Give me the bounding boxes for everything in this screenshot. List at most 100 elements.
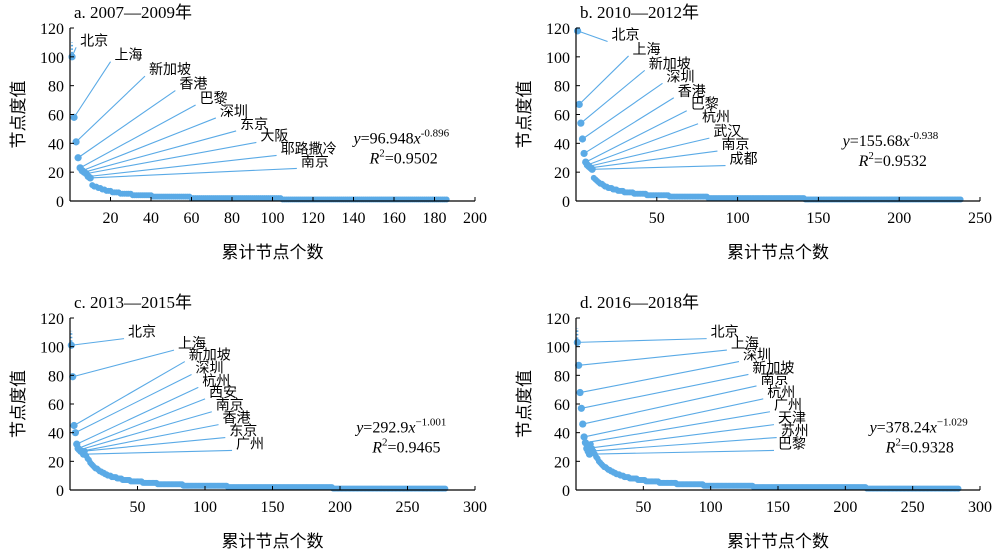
x-tick-label: 250 (396, 499, 420, 516)
city-label: 北京 (612, 28, 640, 44)
label-leader-line (84, 130, 237, 173)
label-leader-line (73, 361, 186, 426)
x-tick-label: 200 (328, 499, 352, 516)
city-label: 北京 (80, 33, 108, 49)
x-tick-label: 250 (901, 499, 925, 516)
x-tick-label: 160 (382, 210, 406, 227)
y-tick-label: 40 (48, 136, 64, 153)
label-leader-line (80, 424, 219, 452)
y-tick-label: 20 (48, 165, 64, 182)
fit-equation: y=155.68x-0.938 (841, 130, 939, 150)
city-label: 深圳 (666, 69, 694, 85)
city-label: 新加坡 (149, 62, 191, 78)
x-axis-label: 累计节点个数 (222, 532, 324, 551)
fit-r2: R2=0.9465 (371, 437, 440, 457)
x-tick-label: 200 (887, 210, 911, 227)
label-leader-line (71, 338, 125, 346)
y-tick-label: 0 (562, 483, 570, 500)
x-tick-label: 120 (301, 210, 325, 227)
label-leader-line (577, 30, 608, 43)
city-label: 深圳 (196, 360, 224, 376)
city-label: 南京 (721, 137, 749, 153)
x-tick-label: 20 (103, 210, 119, 227)
y-axis-label: 节点度值 (515, 81, 535, 149)
city-label: 南京 (216, 398, 244, 414)
city-label: 上海 (633, 42, 661, 58)
y-tick-label: 60 (554, 397, 570, 414)
label-leader-line (578, 55, 629, 105)
label-leader-line (72, 349, 175, 378)
label-leader-line (82, 436, 226, 452)
label-leader-line (585, 110, 687, 163)
y-tick-label: 100 (40, 50, 64, 67)
fit-equation: y=96.948x-0.896 (352, 127, 450, 147)
city-label: 杭州 (767, 385, 795, 401)
label-leader-line (81, 117, 217, 172)
data-point (580, 433, 588, 441)
fit-r2: R2=0.9502 (369, 147, 438, 167)
x-tick-label: 200 (833, 499, 857, 516)
city-label: 上海 (115, 48, 143, 64)
label-leader-line (587, 123, 699, 166)
city-label: 巴黎 (691, 97, 719, 113)
data-point (581, 439, 590, 447)
y-tick-label: 80 (554, 368, 570, 385)
y-tick-label: 60 (48, 397, 64, 414)
label-leader-line (590, 150, 718, 169)
y-tick-label: 100 (40, 340, 64, 357)
city-label: 香港 (223, 411, 251, 427)
y-tick-label: 20 (48, 454, 64, 471)
chart-title: a. 2007—2009年 (74, 3, 192, 22)
city-label: 南京 (301, 154, 329, 170)
city-label: 东京 (229, 424, 257, 440)
city-label: 深圳 (743, 348, 771, 364)
label-leader-line (90, 167, 297, 179)
y-tick-label: 120 (40, 21, 64, 38)
city-label: 北京 (711, 325, 739, 341)
x-tick-label: 100 (193, 499, 217, 516)
y-tick-label: 40 (554, 426, 570, 443)
city-label: 上海 (731, 336, 759, 352)
data-point (74, 154, 82, 162)
y-tick-label: 80 (554, 79, 570, 96)
label-leader-line (588, 137, 710, 167)
y-axis-label: 节点度值 (515, 370, 535, 438)
y-tick-label: 20 (554, 454, 570, 471)
x-tick-label: 180 (423, 210, 447, 227)
label-leader-line (588, 436, 777, 452)
label-leader-line (585, 411, 771, 444)
x-tick-label: 40 (143, 210, 159, 227)
data-point (71, 429, 79, 437)
city-label: 新加坡 (649, 56, 691, 72)
x-tick-label: 200 (463, 210, 487, 227)
data-point (576, 388, 584, 397)
data-point (578, 135, 587, 143)
city-label: 南京 (760, 372, 788, 388)
y-tick-label: 120 (40, 311, 64, 328)
data-point (443, 196, 450, 203)
y-tick-label: 40 (554, 136, 570, 153)
x-tick-label: 100 (699, 499, 723, 516)
x-tick-label: 100 (261, 210, 285, 227)
data-point (70, 113, 78, 121)
city-label: 巴黎 (200, 91, 228, 107)
city-label: 广州 (236, 436, 264, 452)
x-tick-label: 50 (130, 499, 146, 516)
city-label: 成都 (730, 152, 758, 168)
data-point (72, 138, 80, 146)
city-label: 北京 (128, 325, 156, 341)
data-point (575, 100, 583, 109)
label-leader-line (86, 141, 257, 175)
label-leader-line (586, 424, 775, 449)
label-leader-line (79, 104, 196, 169)
x-tick-label: 60 (184, 210, 200, 227)
city-label: 东京 (240, 117, 268, 133)
y-axis-label: 节点度值 (9, 370, 29, 438)
chart-title: c. 2013—2015年 (74, 293, 192, 312)
label-leader-line (582, 385, 757, 425)
data-point (577, 119, 585, 127)
y-tick-label: 120 (546, 21, 570, 38)
